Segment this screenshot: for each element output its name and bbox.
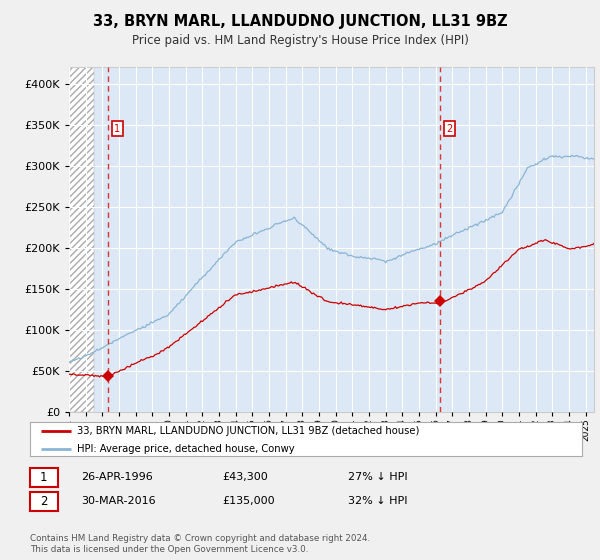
Text: 1: 1 (115, 124, 121, 134)
Text: 32% ↓ HPI: 32% ↓ HPI (348, 496, 407, 506)
Text: 33, BRYN MARL, LLANDUDNO JUNCTION, LL31 9BZ (detached house): 33, BRYN MARL, LLANDUDNO JUNCTION, LL31 … (77, 426, 419, 436)
Text: 27% ↓ HPI: 27% ↓ HPI (348, 472, 407, 482)
Text: 33, BRYN MARL, LLANDUDNO JUNCTION, LL31 9BZ: 33, BRYN MARL, LLANDUDNO JUNCTION, LL31 … (92, 14, 508, 29)
Text: £135,000: £135,000 (222, 496, 275, 506)
Text: £43,300: £43,300 (222, 472, 268, 482)
Text: 2: 2 (446, 124, 453, 134)
Bar (69, 67, 94, 412)
Text: Price paid vs. HM Land Registry's House Price Index (HPI): Price paid vs. HM Land Registry's House … (131, 34, 469, 46)
Text: 26-APR-1996: 26-APR-1996 (81, 472, 153, 482)
Text: HPI: Average price, detached house, Conwy: HPI: Average price, detached house, Conw… (77, 444, 295, 454)
Text: 2: 2 (40, 494, 47, 508)
Text: 1: 1 (40, 470, 47, 484)
Text: Contains HM Land Registry data © Crown copyright and database right 2024.
This d: Contains HM Land Registry data © Crown c… (30, 534, 370, 554)
Text: 30-MAR-2016: 30-MAR-2016 (81, 496, 155, 506)
Bar (69, 67, 94, 412)
